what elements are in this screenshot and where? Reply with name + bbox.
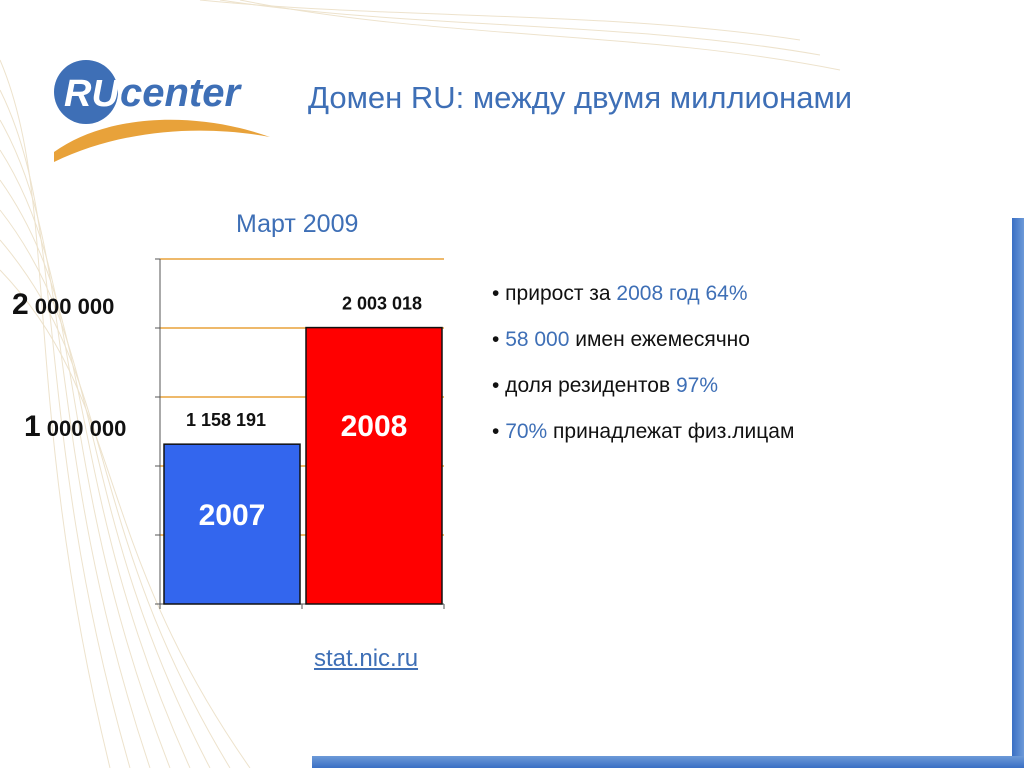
bar-2008 — [305, 326, 443, 605]
fact-highlight: 58 000 — [505, 328, 570, 351]
logo-ru-text: RU — [64, 73, 120, 115]
bar-category-label: 2008 — [341, 410, 408, 443]
fact-text: • — [492, 420, 506, 443]
fact-text: • прирост за — [492, 282, 617, 305]
fact-item: • доля резидентов 97% — [492, 374, 794, 420]
bar-2007 — [163, 443, 301, 605]
bar-value-label: 1 158 191 — [186, 410, 266, 430]
logo-center-text: center — [120, 71, 242, 115]
fact-highlight: 70% — [505, 420, 548, 443]
fact-highlight: 97% — [675, 374, 718, 397]
bar-value-label: 2 003 018 — [342, 294, 422, 314]
fact-item: • 70% принадлежат физ.лицам — [492, 420, 794, 466]
bar-category-label: 2007 — [199, 499, 266, 532]
fact-text: • — [492, 328, 506, 351]
ru-center-logo: RU center — [54, 60, 270, 162]
fact-item: • 58 000 имен ежемесячно — [492, 328, 794, 374]
y-tick-label-2m: 2 000 000 — [12, 288, 115, 321]
y-tick-label-1m: 1 000 000 — [24, 410, 127, 443]
source-link[interactable]: stat.nic.ru — [314, 645, 419, 672]
fact-text: имен ежемесячно — [569, 328, 750, 351]
fact-text: принадлежат физ.лицам — [547, 420, 795, 443]
fact-text: • доля резидентов — [492, 374, 676, 397]
page-title: Домен RU: между двумя миллионами — [308, 80, 853, 115]
facts-list: • прирост за 2008 год 64% • 58 000 имен е… — [492, 282, 794, 466]
chart-title: Март 2009 — [236, 210, 359, 238]
frame-bottom-edge — [312, 756, 1024, 768]
fact-item: • прирост за 2008 год 64% — [492, 282, 794, 328]
frame-right-edge — [1012, 218, 1024, 768]
fact-highlight: 2008 год 64% — [616, 282, 748, 305]
